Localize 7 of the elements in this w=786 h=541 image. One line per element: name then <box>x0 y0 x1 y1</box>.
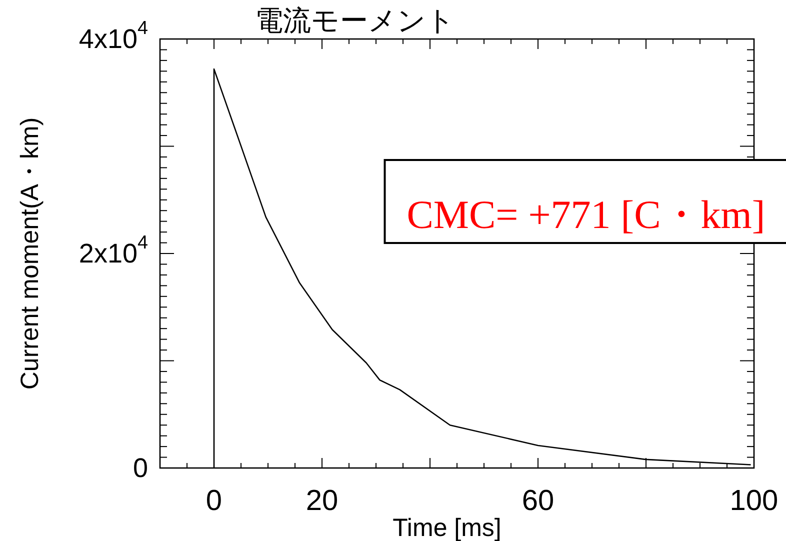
y-axis-title: Current moment(A・km) <box>16 117 44 390</box>
annotation: CMC= +771 [C・km] <box>406 192 766 237</box>
y-tick-label: 2x10$^{4}$ <box>78 232 148 268</box>
x-axis-title: Time [ms] <box>392 514 502 541</box>
y-tick-label: 0 <box>132 453 148 483</box>
y-tick-label: 4x10$^{4}$ <box>78 18 148 54</box>
chart-title: 電流モーメント <box>255 5 455 36</box>
